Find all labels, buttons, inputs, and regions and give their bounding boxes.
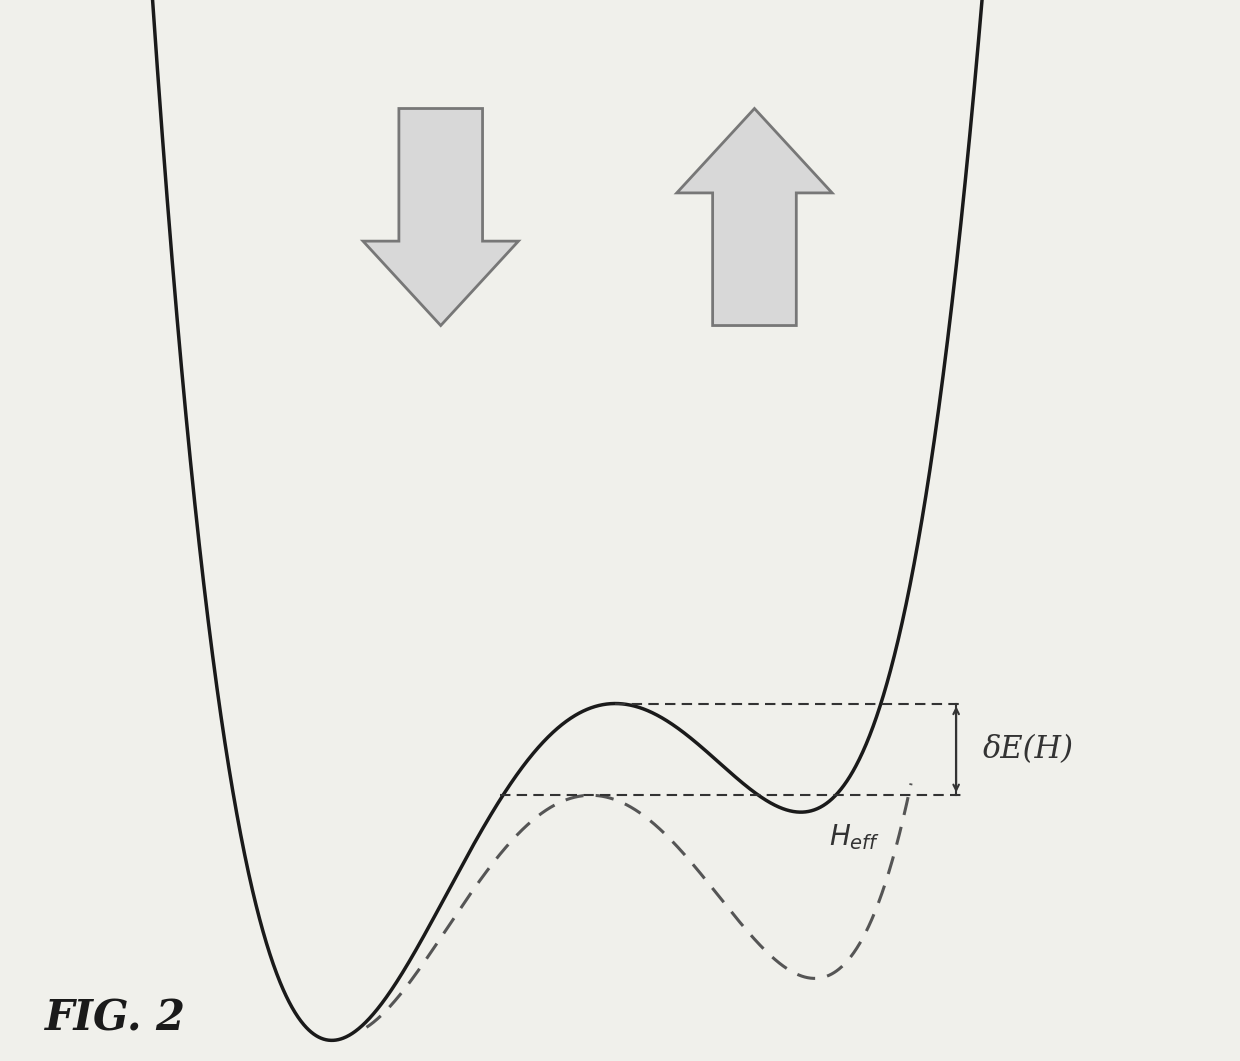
Text: δE(H): δE(H) <box>983 734 1074 765</box>
Polygon shape <box>677 108 832 326</box>
Polygon shape <box>363 108 518 326</box>
Text: $H_{eff}$: $H_{eff}$ <box>830 822 880 852</box>
Text: FIG. 2: FIG. 2 <box>45 997 186 1040</box>
